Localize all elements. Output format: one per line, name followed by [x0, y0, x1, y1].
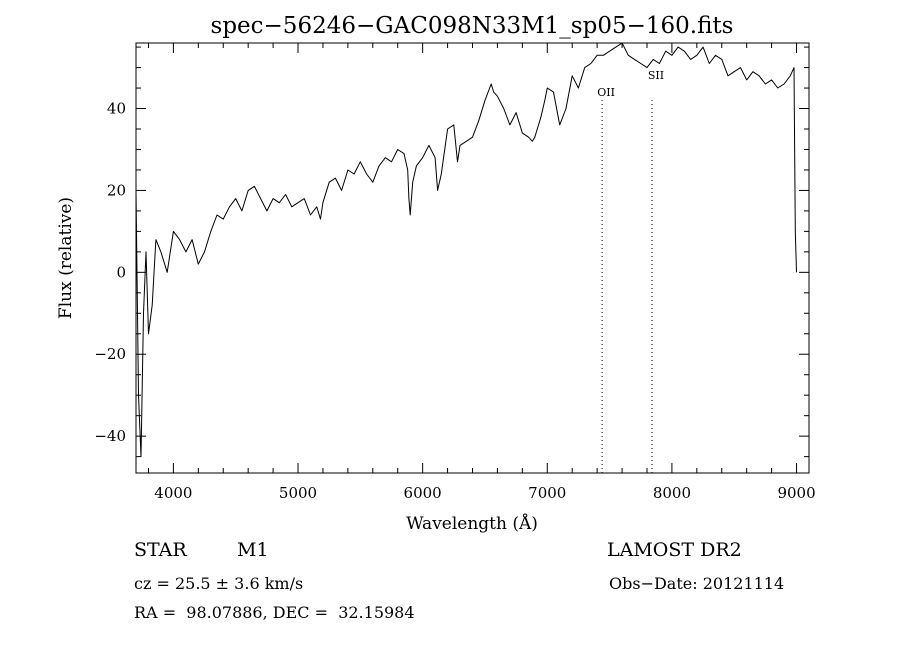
survey-label: LAMOST DR2: [607, 539, 742, 561]
y-tick-label: 40: [107, 100, 126, 118]
subclass-label: M1: [237, 539, 269, 561]
x-tick-label: 9000: [777, 484, 815, 502]
axis-ticks: [136, 43, 809, 473]
series-layer: [135, 42, 797, 458]
y-axis-label: Flux (relative): [56, 197, 76, 319]
coordinates-label: RA = 98.07886, DEC = 32.15984: [134, 603, 415, 622]
y-tick-label: 0: [116, 263, 126, 281]
y-tick-label: 20: [107, 181, 126, 199]
plot-frame: [135, 42, 810, 474]
obs-date-label: Obs−Date: 20121114: [609, 574, 785, 593]
x-axis-label: Wavelength (Å): [406, 513, 538, 534]
x-tick-label: 8000: [653, 484, 691, 502]
x-tick-label: 5000: [279, 484, 317, 502]
x-tick-label: 4000: [154, 484, 192, 502]
annotation-label: OII: [597, 86, 615, 99]
x-tick-label: 6000: [404, 484, 442, 502]
plot-axes-box: [135, 42, 810, 474]
cz-label: cz = 25.5 ± 3.6 km/s: [134, 574, 304, 593]
axis-tick-labels: 4000 5000 6000 7000 8000 9000 −40 −20 0 20 40: [94, 100, 815, 502]
x-tick-label: 7000: [528, 484, 566, 502]
object-type-label: STAR: [134, 539, 187, 561]
chart-title: spec−56246−GAC098N33M1_sp05−160.fits: [211, 13, 734, 39]
annotation-label: SII: [648, 69, 664, 82]
y-tick-label: −20: [94, 345, 126, 363]
line-annotations: OII SII: [597, 69, 664, 473]
y-tick-label: −40: [94, 427, 126, 445]
spectrum-line: [135, 42, 797, 458]
